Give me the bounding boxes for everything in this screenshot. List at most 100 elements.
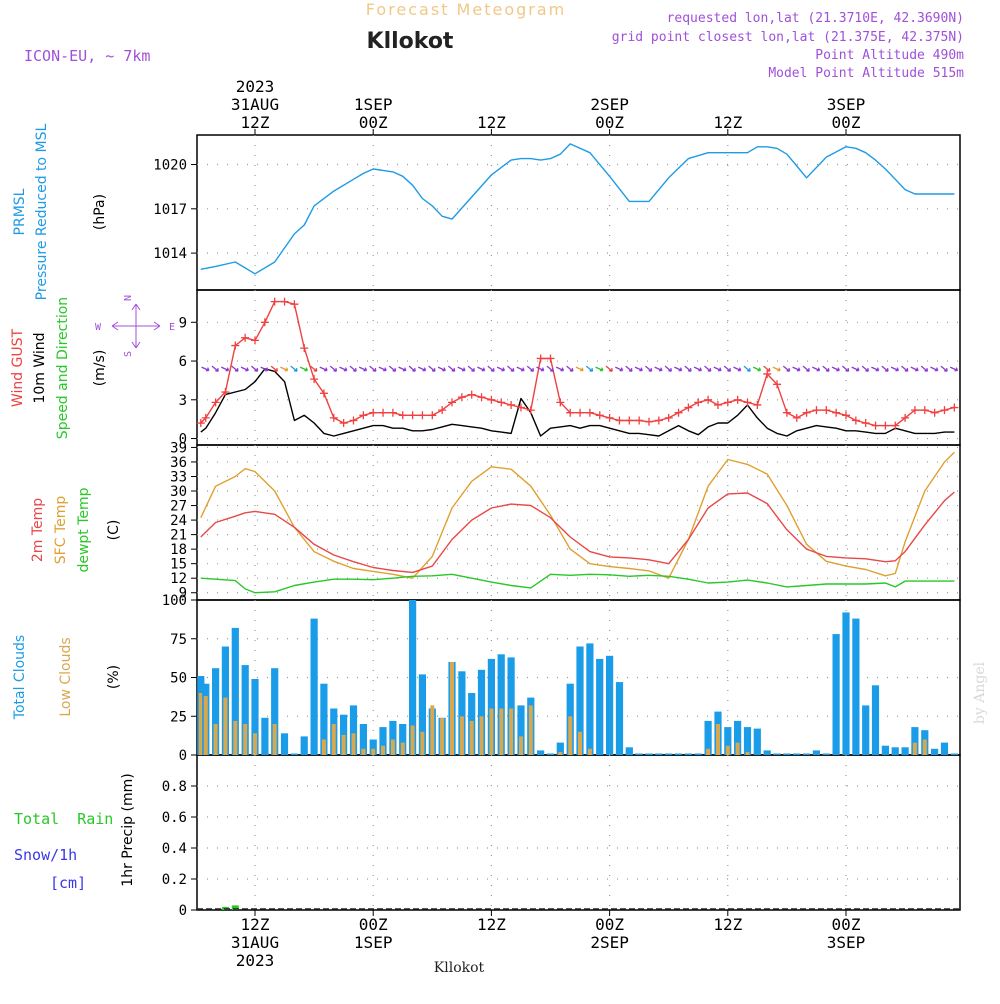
gust-marker — [536, 354, 545, 363]
y-tick-label: 39 — [170, 440, 187, 456]
wind-arrow — [861, 365, 869, 372]
low-cloud-bar — [351, 733, 356, 755]
total-cloud-bar — [280, 733, 289, 755]
top-year-label: 2023 — [236, 77, 275, 96]
wind-arrow — [713, 366, 722, 372]
compass-w: W — [95, 322, 102, 333]
low-cloud-bar — [558, 751, 563, 755]
total-cloud-bar — [665, 753, 673, 755]
low-cloud-bar — [479, 716, 484, 756]
total-cloud-bar — [803, 753, 811, 755]
gust-marker — [605, 413, 614, 422]
wind-arrow — [280, 366, 289, 372]
total-cloud-bar — [320, 683, 328, 755]
low-cloud-bar — [410, 725, 415, 755]
total-cloud-bar — [822, 753, 830, 755]
wind-arrow — [654, 366, 663, 372]
low-cloud-bar — [400, 742, 405, 755]
total-cloud-bar — [537, 750, 545, 755]
cloud-bars — [197, 600, 958, 756]
gust-marker — [881, 421, 890, 430]
wind-arrow — [201, 366, 210, 372]
top-time-label: 12Z — [477, 113, 506, 132]
top-time-label: 00Z — [832, 113, 861, 132]
time-axis-labels: 12Z31AUG202312Z31AUG202300Z1SEP00Z1SEP12… — [231, 77, 865, 970]
gust-marker — [645, 417, 653, 426]
low-cloud-bar — [587, 748, 592, 755]
total-cloud-bar — [310, 618, 318, 755]
wind-speed-line — [200, 368, 955, 437]
wind-arrow — [428, 365, 436, 372]
y-tick-label: 0 — [179, 432, 187, 448]
total-cloud-bar — [399, 724, 407, 755]
gust-marker — [832, 408, 841, 417]
wind-arrow — [211, 365, 219, 372]
wind-arrow — [477, 366, 486, 372]
gust-marker — [388, 408, 397, 417]
y-tick-label: 0.2 — [162, 872, 187, 888]
gust-marker — [792, 413, 801, 422]
wind-arrow — [634, 366, 643, 372]
gust-marker — [418, 411, 427, 420]
low-cloud-bar — [912, 742, 917, 755]
gust-marker — [595, 411, 604, 420]
snow-label: Snow/1h — [14, 846, 77, 864]
total-cloud-bar — [359, 724, 367, 755]
wind-arrow — [566, 365, 574, 372]
total-cloud-bar — [950, 753, 958, 755]
y-tick-label: 0.4 — [162, 841, 187, 857]
gust-marker — [625, 416, 634, 425]
total-cloud-bar — [389, 720, 397, 755]
gust-marker — [842, 411, 850, 420]
low-cloud-bar — [331, 724, 336, 755]
wind-arrow — [221, 366, 230, 372]
low-cloud-bar — [499, 708, 504, 755]
wind-arrow — [743, 365, 751, 372]
wind-arrow — [507, 365, 515, 372]
low-cloud-bar — [735, 742, 740, 755]
wind-arrow — [704, 365, 712, 372]
total-cloud-bar — [458, 671, 466, 755]
wind-arrow — [595, 366, 604, 372]
wind-arrow — [260, 366, 269, 372]
low-cloud-bar — [341, 734, 346, 755]
low-cloud-bar — [568, 716, 573, 756]
wind-arrow — [408, 365, 416, 372]
bottom-time-label: 00Z — [359, 915, 388, 934]
bottom-year-label: 2023 — [236, 951, 275, 970]
wind-arrow — [763, 365, 771, 372]
wind-arrow — [901, 365, 909, 372]
total-cloud-bar — [891, 747, 899, 756]
gust-marker — [201, 413, 210, 422]
wind-arrow — [536, 366, 545, 372]
t2m-label: 2m Temp — [30, 498, 46, 562]
low-clouds-label: Low Clouds — [58, 637, 74, 716]
watermark: by Angel — [972, 661, 988, 724]
total-cloud-bar — [704, 720, 712, 755]
total-cloud-bar — [241, 665, 249, 755]
low-cloud-bar — [223, 697, 228, 755]
total-cloud-bar — [606, 655, 614, 755]
gust-marker — [556, 398, 565, 407]
gust-marker — [802, 408, 811, 417]
gust-marker — [950, 403, 959, 412]
bottom-time-label: 12Z — [241, 915, 270, 934]
pressure-labels: PRMSL Pressure Reduced to MSL (hPa) — [12, 123, 108, 300]
wind-direction-arrows — [201, 365, 959, 372]
gust-marker — [290, 300, 299, 309]
total-cloud-bar — [517, 705, 525, 755]
wind-10m-label: 10m Wind — [32, 332, 48, 403]
wind-arrow — [339, 366, 348, 372]
wind-arrow — [851, 366, 860, 372]
panel-frames — [196, 134, 961, 911]
pressure-unit: (hPa) — [92, 194, 108, 230]
total-cloud-bar — [862, 705, 870, 755]
gust-marker — [280, 297, 289, 306]
low-cloud-bar — [243, 724, 248, 755]
low-cloud-bar — [745, 751, 750, 755]
low-cloud-bar — [381, 745, 385, 755]
top-date-label: 31AUG — [231, 95, 279, 114]
top-date-label: 3SEP — [827, 95, 866, 114]
wind-arrow — [526, 365, 535, 372]
gust-marker — [920, 406, 929, 415]
